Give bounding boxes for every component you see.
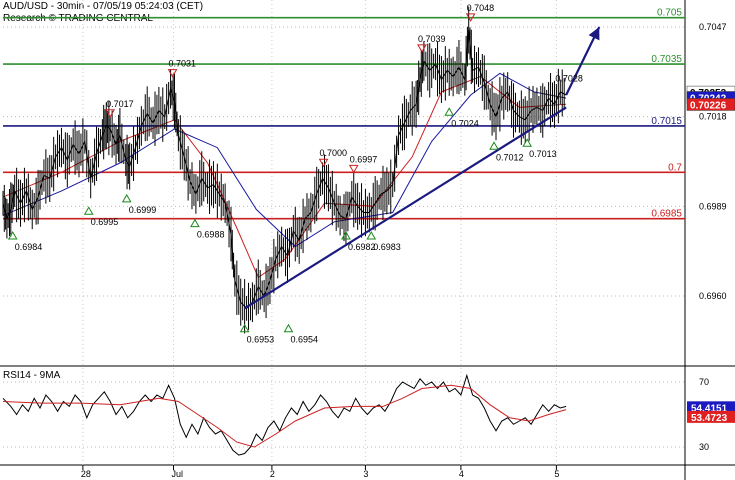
swing-low-marker xyxy=(366,230,377,240)
time-tick-label: 2 xyxy=(270,469,275,479)
level-label: 0.6985 xyxy=(651,209,682,220)
moving-average-line xyxy=(2,72,567,248)
swing-high-marker xyxy=(417,44,427,53)
swing-low-label: 0.6988 xyxy=(197,230,225,240)
rsi-current-tag-label: 54.4151 xyxy=(691,403,728,414)
rsi-current-tag-box xyxy=(687,410,735,423)
price-tick-label: 0.7018 xyxy=(699,112,727,122)
swing-low-label: 0.6953 xyxy=(247,335,275,345)
swing-high-label: 0.7000 xyxy=(320,148,348,158)
time-tick-label: 28 xyxy=(81,469,91,479)
swing-high-label: 0.6997 xyxy=(350,154,378,164)
swing-high-label: 0.7017 xyxy=(106,99,134,109)
swing-low-marker xyxy=(190,218,200,228)
rsi-ma-line xyxy=(2,384,567,448)
current-price-tag-box xyxy=(686,98,735,111)
price-tick-label: 0.6989 xyxy=(699,201,727,211)
level-label: 0.7 xyxy=(668,162,682,173)
swing-low-label: 0.7013 xyxy=(529,149,557,159)
price-tick-label: 0.6960 xyxy=(699,291,727,301)
trendline xyxy=(244,106,567,310)
swing-low-label: 0.6982 xyxy=(348,242,376,252)
swing-high-marker xyxy=(105,109,116,118)
time-tick-label: 3 xyxy=(363,469,368,479)
rsi-title: RSI14 - 9MA xyxy=(3,370,61,381)
swing-low-marker xyxy=(444,107,455,116)
swing-low-label: 0.6999 xyxy=(129,205,157,215)
chart-title: AUD/USD - 30min - 07/05/19 05:24:03 (CET… xyxy=(3,1,204,12)
rsi-current-tag-box xyxy=(687,401,735,414)
rsi-current-tag-label: 53.4723 xyxy=(691,413,728,424)
swing-low-marker xyxy=(7,230,18,240)
price-tick-label: 0.7047 xyxy=(699,22,727,32)
time-tick-label: 4 xyxy=(459,469,464,479)
swing-high-marker xyxy=(318,158,329,168)
forecast-arrow-shaft xyxy=(565,26,601,96)
swing-high-label: 0.7048 xyxy=(467,3,495,13)
swing-high-label: 0.7039 xyxy=(418,34,446,44)
rsi-tick-label: 70 xyxy=(699,377,709,387)
swing-high-label: 0.7031 xyxy=(169,59,197,69)
rsi-current-tag: 54.4151 xyxy=(687,401,735,414)
time-tick-label: 5 xyxy=(554,469,559,479)
rsi-line xyxy=(2,373,567,456)
price-line xyxy=(2,30,567,310)
swing-low-marker xyxy=(283,323,294,333)
rsi-current-tag: 53.4723 xyxy=(687,410,735,424)
swing-low-label: 0.7012 xyxy=(496,152,524,162)
rsi-tick-label: 30 xyxy=(699,442,709,452)
current-price-tag: 0.70226 xyxy=(686,98,735,111)
level-label: 0.7035 xyxy=(651,54,682,65)
swing-low-marker xyxy=(522,138,533,147)
swing-low-label: 0.6995 xyxy=(91,217,119,227)
price-annotation-label: 0.7028 xyxy=(555,74,583,84)
swing-low-label: 0.7024 xyxy=(451,118,479,128)
swing-low-label: 0.6984 xyxy=(15,242,43,252)
level-label: 0.7015 xyxy=(651,116,682,127)
swing-low-marker xyxy=(239,323,250,333)
swing-high-marker xyxy=(167,69,178,78)
swing-low-marker xyxy=(341,230,351,240)
swing-low-marker xyxy=(83,206,94,215)
swing-low-label: 0.6954 xyxy=(290,335,318,345)
swing-low-label: 0.6983 xyxy=(373,242,401,252)
swing-low-marker xyxy=(489,141,499,150)
swing-low-marker xyxy=(121,193,132,203)
time-tick-label: Jul xyxy=(172,469,184,479)
forecast-arrow-head xyxy=(588,27,600,41)
current-price-tag-label: 0.70226 xyxy=(690,100,727,111)
level-label: 0.705 xyxy=(657,8,682,19)
swing-high-marker xyxy=(465,13,476,22)
swing-high-marker xyxy=(348,164,359,174)
moving-average-line xyxy=(2,75,567,279)
